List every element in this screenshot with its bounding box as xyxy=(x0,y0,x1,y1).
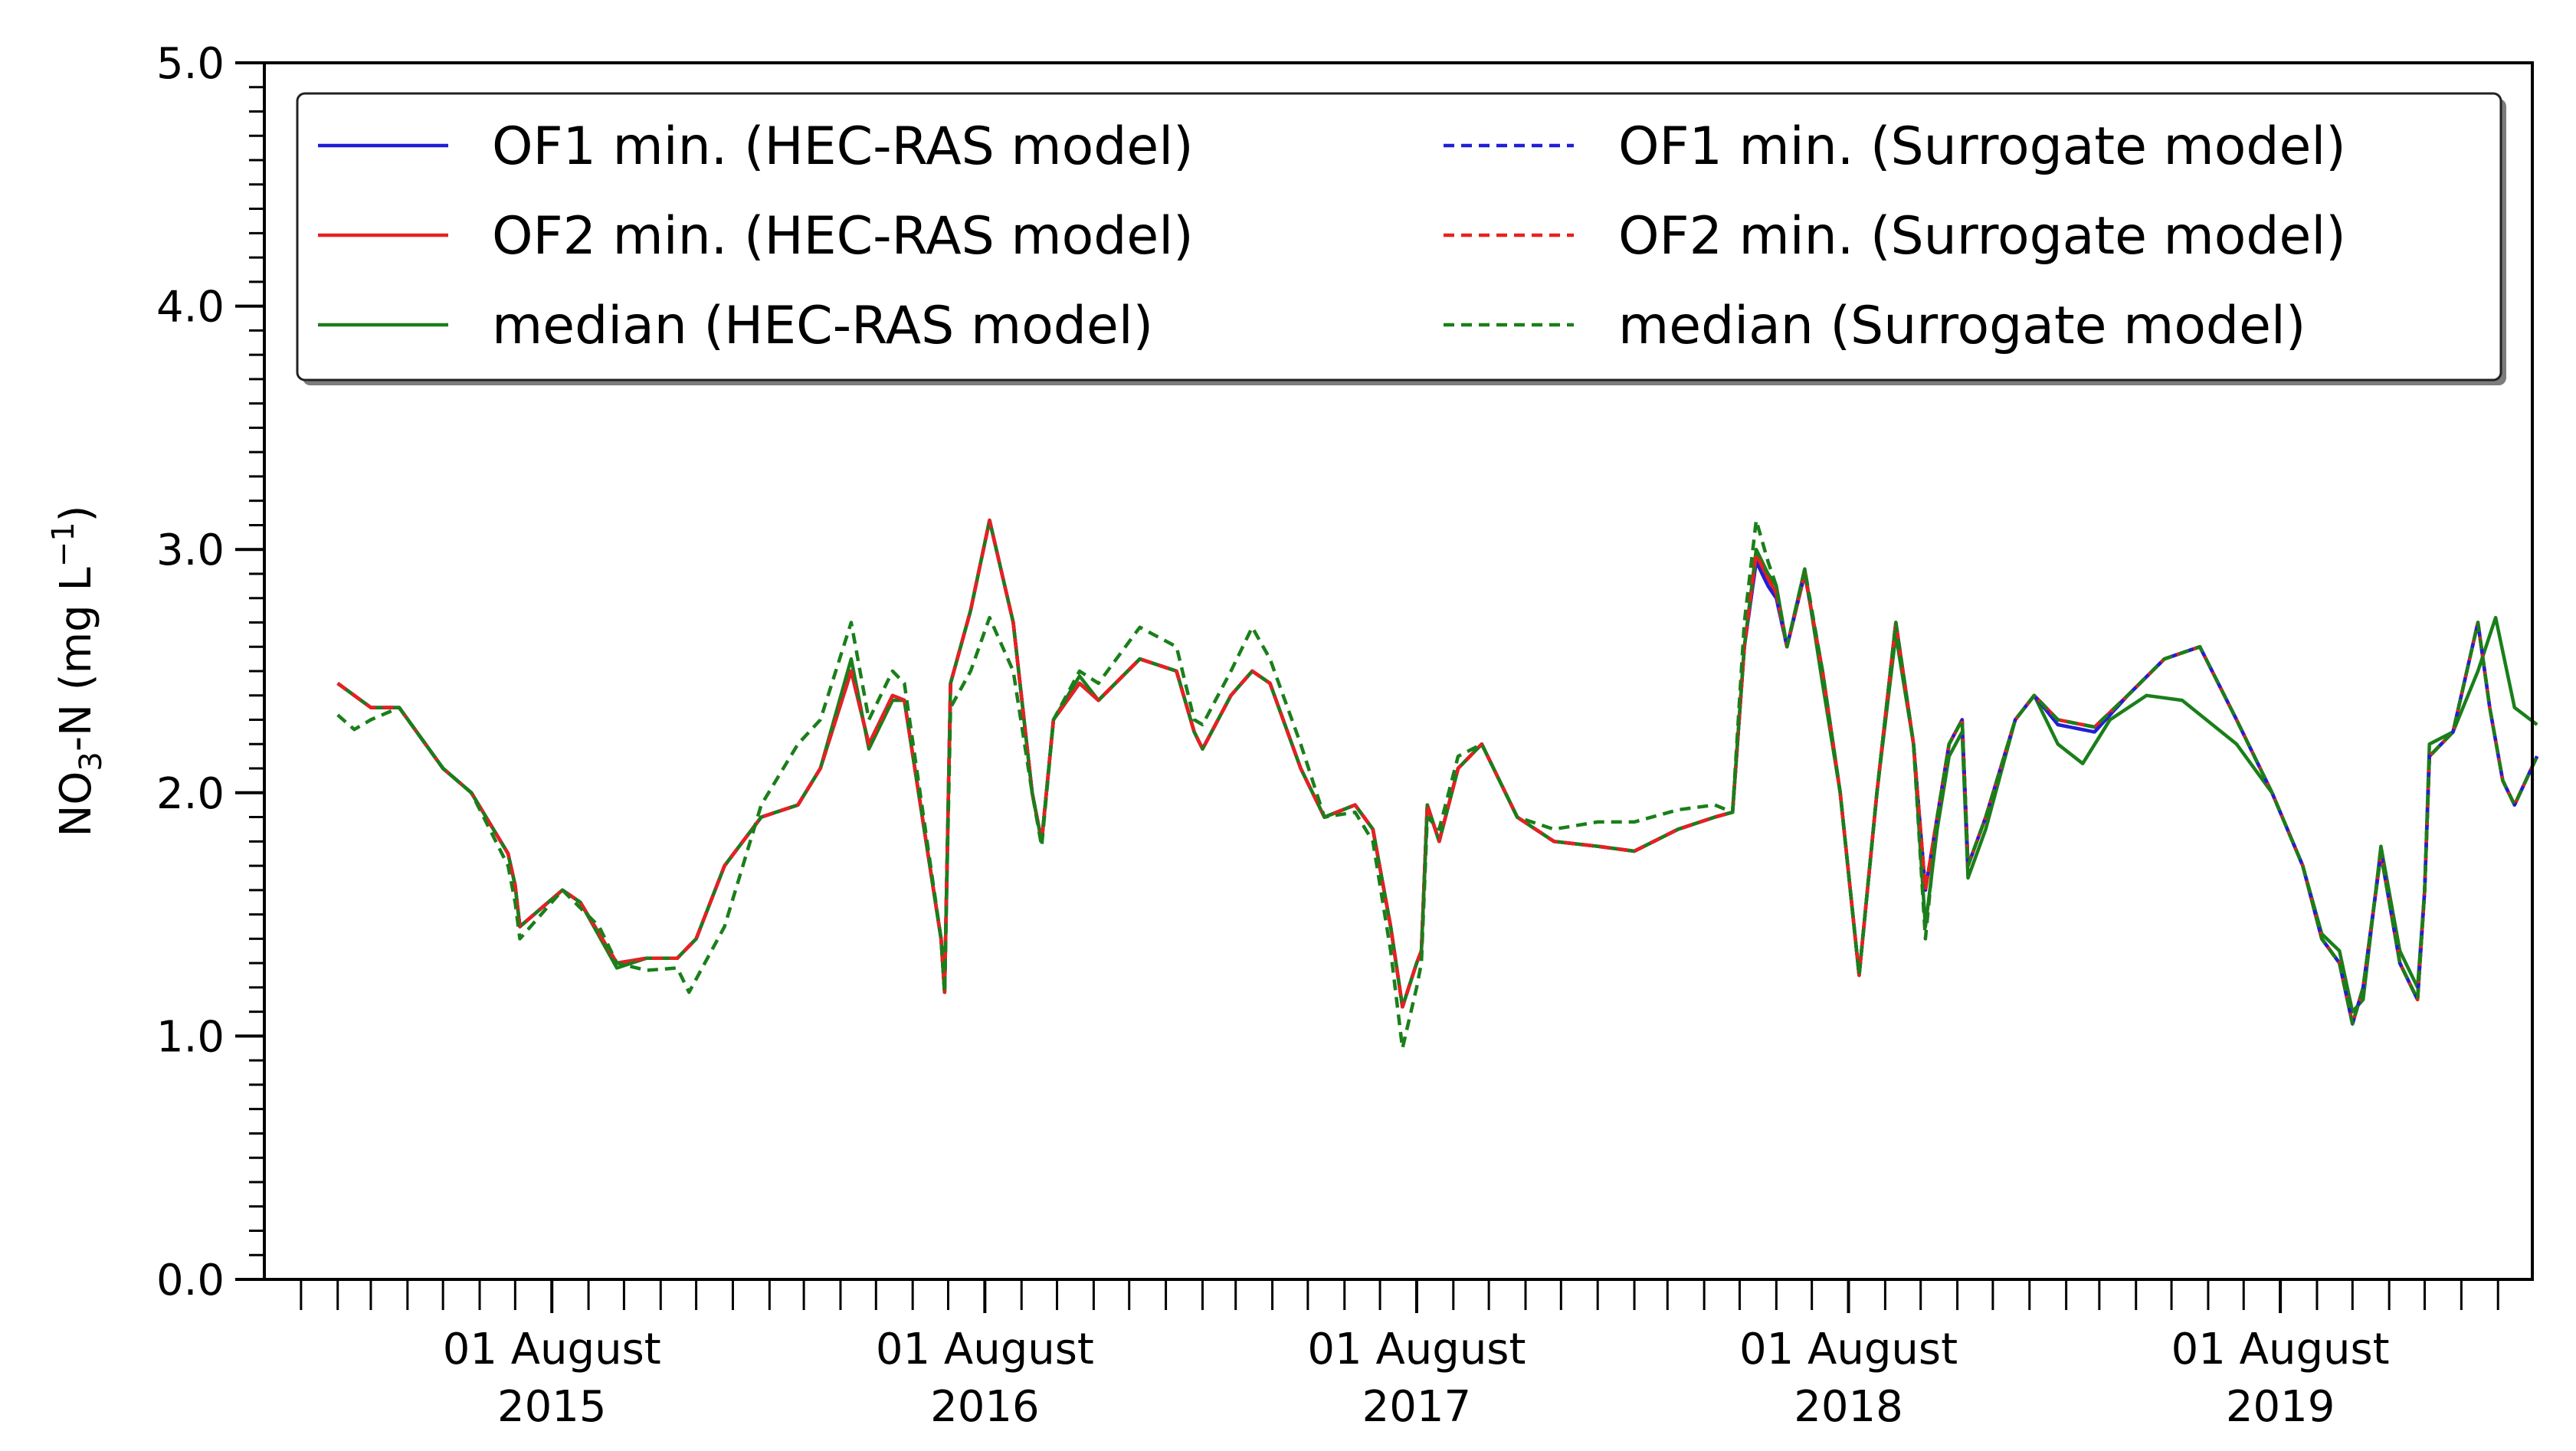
y-axis-title: NO3-N (mg L−1) xyxy=(46,505,109,837)
legend-label: median (HEC-RAS model) xyxy=(492,296,1153,356)
y-tick-label: 1.0 xyxy=(156,1012,224,1062)
x-tick-label-line2: 2016 xyxy=(930,1382,1040,1432)
legend-label: OF1 min. (Surrogate model) xyxy=(1618,116,2346,177)
series-layer xyxy=(336,518,2539,1050)
x-axis: 01 August 2015 01 August 2016 01 August 2017 0… xyxy=(300,1279,2499,1432)
x-tick-label-line2: 2019 xyxy=(2226,1382,2335,1432)
y-tick-label: 4.0 xyxy=(156,283,224,332)
y-title-base: NO xyxy=(51,771,101,837)
y-axis: 0.0 1.0 2.0 3.0 4.0 5.0 xyxy=(156,39,264,1305)
series-line-5 xyxy=(336,518,2539,1026)
series-line-6 xyxy=(336,518,2539,1050)
y-title-subscript: 3 xyxy=(74,752,109,771)
x-tick-label-line1: 01 August xyxy=(876,1325,1094,1374)
x-tick-label-line1: 01 August xyxy=(1739,1325,1958,1374)
y-tick-label: 0.0 xyxy=(156,1256,224,1305)
legend-label: OF1 min. (HEC-RAS model) xyxy=(492,116,1194,177)
legend: OF1 min. (HEC-RAS model) OF2 min. (HEC-RA… xyxy=(296,92,2506,385)
x-tick-label-line2: 2018 xyxy=(1794,1382,1903,1432)
y-tick-label: 2.0 xyxy=(156,769,224,819)
x-tick-label-line2: 2017 xyxy=(1362,1382,1472,1432)
legend-label: OF2 min. (HEC-RAS model) xyxy=(492,206,1194,267)
y-title-end: ) xyxy=(51,505,101,522)
y-title-superscript: −1 xyxy=(46,522,81,567)
y-title-middle: -N (mg L xyxy=(51,567,101,752)
x-tick-label-line1: 01 August xyxy=(2171,1325,2390,1374)
x-tick-label-line1: 01 August xyxy=(443,1325,661,1374)
legend-box xyxy=(296,92,2502,382)
x-tick-label-line1: 01 August xyxy=(1307,1325,1526,1374)
x-tick-label-line2: 2015 xyxy=(497,1382,607,1432)
legend-label: OF2 min. (Surrogate model) xyxy=(1618,206,2346,267)
y-tick-label: 3.0 xyxy=(156,526,224,575)
y-tick-label: 5.0 xyxy=(156,39,224,89)
legend-label: median (Surrogate model) xyxy=(1618,296,2306,356)
